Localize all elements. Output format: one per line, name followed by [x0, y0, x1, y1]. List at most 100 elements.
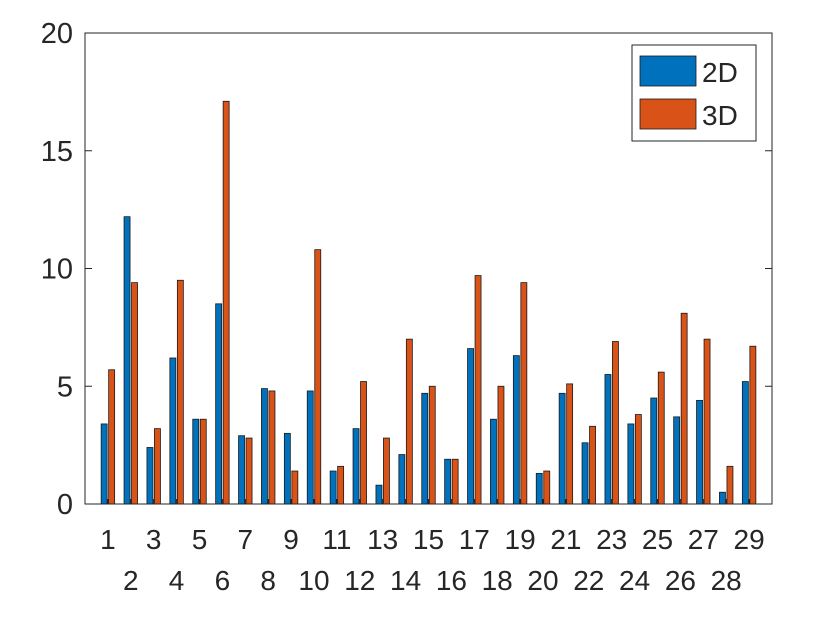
bar-3D-22 [589, 425, 596, 505]
x-tick-label: 23 [596, 524, 627, 555]
bar-3D-14 [405, 338, 413, 505]
x-tick-label: 18 [482, 565, 513, 596]
bar-3D-26 [680, 312, 688, 505]
x-tick-label: 12 [344, 565, 375, 596]
bar-3D-17 [474, 275, 482, 505]
bar-3D-16 [451, 458, 459, 505]
x-tick-label: 14 [390, 565, 421, 596]
bar-2D-27 [696, 399, 703, 505]
bar-2D-7 [238, 435, 245, 505]
bar-3D-28 [726, 465, 734, 505]
bar-2D-6 [215, 303, 223, 505]
x-tick-label: 26 [665, 565, 696, 596]
bar-3D-19 [520, 282, 528, 505]
bars-group [100, 100, 757, 505]
bar-3D-23 [612, 341, 619, 505]
bar-3D-7 [245, 437, 253, 505]
x-tick-label: 17 [459, 524, 490, 555]
bar-2D-5 [192, 418, 200, 505]
x-tick-label: 1 [100, 524, 116, 555]
x-tick-label: 27 [688, 524, 719, 555]
x-tick-label: 8 [260, 565, 276, 596]
bar-2D-10 [306, 390, 314, 505]
x-tick-label: 16 [436, 565, 467, 596]
bar-3D-15 [428, 385, 436, 505]
bar-3D-11 [337, 465, 345, 505]
bar-2D-14 [398, 454, 406, 505]
bar-2D-20 [535, 472, 543, 505]
x-tick-label: 13 [367, 524, 398, 555]
x-tick-label: 3 [146, 524, 162, 555]
bar-3D-13 [383, 437, 390, 505]
bar-2D-16 [444, 458, 452, 505]
x-tick-label: 20 [527, 565, 558, 596]
x-tick-label: 15 [413, 524, 444, 555]
legend-swatch-2D [639, 55, 697, 87]
bar-2D-15 [421, 392, 429, 505]
bar-2D-24 [627, 423, 635, 505]
bar-3D-1 [108, 369, 116, 505]
x-tick-label: 28 [711, 565, 742, 596]
x-tick-label: 5 [192, 524, 208, 555]
y-tick-label: 15 [41, 136, 73, 168]
x-tick-label: 9 [283, 524, 299, 555]
y-tick-label: 10 [41, 254, 73, 286]
y-tick-label: 5 [57, 371, 73, 403]
bar-2D-29 [741, 381, 749, 505]
bar-2D-18 [490, 418, 497, 505]
bar-3D-27 [703, 338, 711, 505]
x-tick-label: 29 [734, 524, 765, 555]
x-tick-label: 11 [322, 524, 351, 555]
x-tick-label: 21 [550, 524, 581, 555]
bar-2D-19 [512, 355, 520, 505]
bar-2D-3 [146, 447, 154, 505]
bar-3D-3 [154, 428, 161, 505]
bar-2D-22 [581, 442, 589, 505]
bar-3D-6 [222, 100, 230, 505]
bar-2D-1 [100, 423, 108, 505]
bar-2D-11 [329, 470, 337, 505]
bar-3D-9 [291, 470, 299, 505]
legend-label-3D: 3D [702, 100, 738, 131]
bar-2D-12 [352, 428, 360, 505]
bar-2D-26 [673, 416, 681, 505]
bar-3D-5 [199, 418, 207, 505]
bar-2D-8 [261, 388, 268, 505]
bar-2D-23 [604, 374, 612, 505]
bar-2D-9 [283, 432, 291, 505]
legend-swatch-3D [639, 98, 697, 130]
bar-2D-28 [719, 491, 726, 505]
bar-3D-2 [131, 282, 138, 505]
bar-2D-17 [467, 348, 474, 505]
y-tick-label: 20 [41, 18, 73, 50]
bar-2D-21 [558, 392, 566, 505]
bar-3D-4 [176, 279, 184, 505]
bar-2D-4 [169, 357, 177, 505]
x-tick-label: 6 [215, 565, 231, 596]
bar-2D-25 [650, 397, 658, 505]
x-tick-label: 2 [123, 565, 139, 596]
x-tick-label: 25 [642, 524, 673, 555]
x-tick-label: 22 [573, 565, 604, 596]
bar-3D-8 [268, 390, 276, 505]
x-tick-label: 4 [169, 565, 185, 596]
x-tick-label: 19 [505, 524, 536, 555]
bar-3D-21 [566, 383, 574, 505]
bar-3D-20 [543, 470, 551, 505]
x-tick-label: 24 [619, 565, 650, 596]
bar-3D-18 [497, 385, 505, 505]
bar-3D-12 [360, 381, 367, 505]
bar-3D-24 [634, 414, 642, 505]
bar-3D-25 [657, 371, 665, 505]
bar-3D-10 [314, 249, 322, 505]
x-tick-label: 7 [238, 524, 254, 555]
x-tick-label: 10 [298, 565, 329, 596]
bar-2D-13 [375, 484, 383, 505]
bar-3D-29 [749, 345, 757, 505]
legend-label-2D: 2D [702, 57, 738, 88]
x-axis: 1234567891011121314151617181920212223242… [100, 499, 765, 596]
y-tick-label: 0 [57, 489, 73, 521]
y-axis: 0 5 10 15 20 [41, 18, 772, 521]
